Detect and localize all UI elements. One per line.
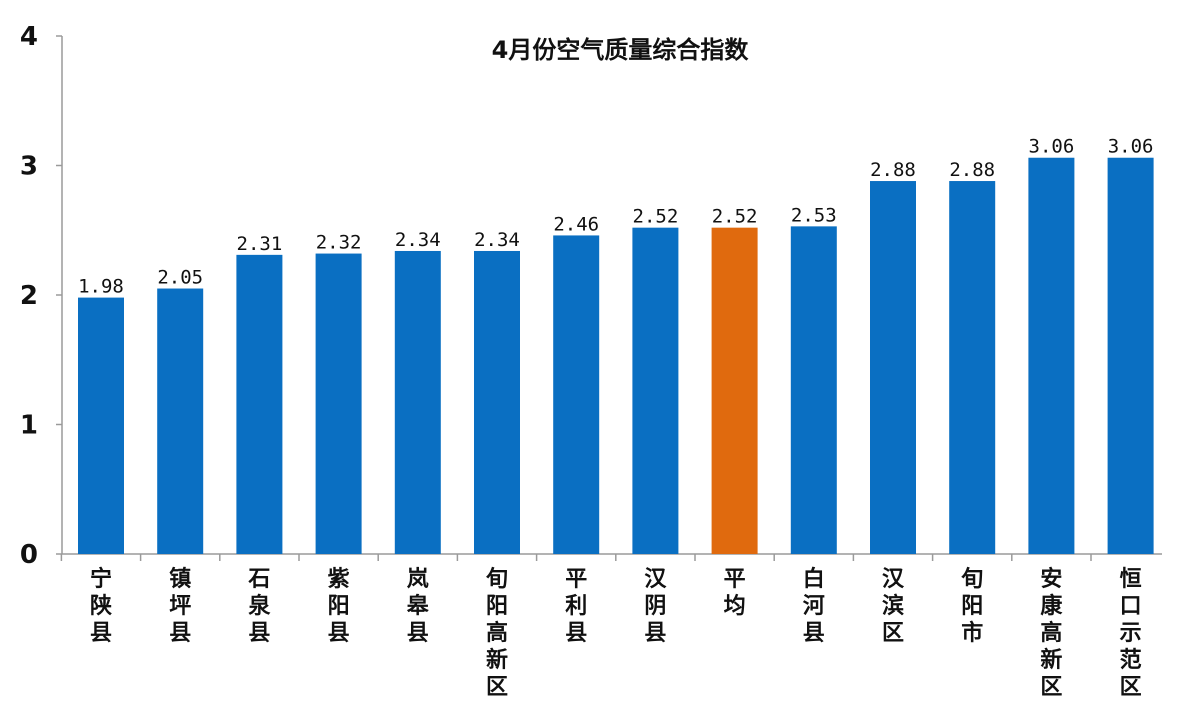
bar [474, 250, 520, 554]
x-tick-label: 恒口示范区 [1120, 566, 1142, 700]
x-tick-label: 宁陕县 [90, 566, 112, 646]
bar [1028, 157, 1075, 555]
data-label: 2.32 [316, 232, 362, 254]
bar [553, 235, 600, 554]
data-label: 2.88 [949, 159, 995, 181]
x-tick-label: 汉滨区 [882, 567, 905, 646]
y-tick-label: 0 [20, 540, 38, 570]
chart-title: 4月份空气质量综合指数 [492, 36, 750, 64]
x-tick-label: 白河县 [803, 566, 825, 646]
x-tick-labels: 宁陕县 镇坪县 石泉县 紫阳县 岚皋县 旬阳高新区 平利县 汉阴县 平均 白河县 汉滨区 旬阳市 安康高… [90, 566, 1142, 700]
bar [949, 181, 996, 555]
x-tick-label: 岚皋县 [407, 567, 430, 646]
data-label: 2.52 [712, 206, 758, 228]
x-tick-label: 平利县 [565, 567, 587, 646]
x-tick-label: 旬阳市 [960, 566, 983, 646]
data-label: 3.06 [1029, 136, 1075, 158]
bar [315, 253, 362, 554]
data-label: 2.53 [791, 204, 837, 226]
axes [56, 35, 1162, 561]
data-labels: 1.98 2.05 2.31 2.32 2.34 2.34 2.46 2.52 2.52 2.53… [78, 136, 1153, 298]
data-label: 2.34 [395, 229, 441, 251]
data-label: 2.46 [553, 213, 599, 235]
bar [790, 226, 837, 555]
bars [78, 157, 1154, 555]
bar [870, 181, 916, 555]
data-label: 2.88 [870, 159, 916, 181]
data-label: 2.05 [157, 267, 203, 289]
data-label: 2.52 [633, 206, 679, 228]
bar [394, 250, 441, 554]
y-tick-labels: 0 1 2 3 4 [20, 22, 38, 570]
y-tick-label: 2 [20, 281, 38, 311]
x-tick-label: 紫阳县 [328, 566, 350, 646]
bar [711, 227, 758, 554]
bar [78, 297, 124, 554]
y-tick-label: 1 [20, 411, 38, 441]
x-tick-label: 安康高新区 [1040, 566, 1063, 700]
data-label: 2.31 [237, 233, 283, 255]
bar [1107, 157, 1154, 555]
bar [632, 227, 679, 554]
data-label: 3.06 [1108, 136, 1154, 158]
data-label: 1.98 [78, 276, 124, 298]
bar [236, 254, 283, 555]
x-tick-label: 汉阴县 [644, 567, 667, 646]
x-tick-label: 石泉县 [247, 567, 271, 646]
x-tick-label: 镇坪县 [169, 567, 191, 646]
y-tick-label: 4 [20, 22, 38, 52]
data-label: 2.34 [474, 229, 520, 251]
bar [157, 288, 204, 554]
x-tick-label: 旬阳高新区 [485, 566, 508, 700]
x-tick-label: 平均 [724, 567, 746, 619]
y-tick-label: 3 [20, 152, 38, 182]
